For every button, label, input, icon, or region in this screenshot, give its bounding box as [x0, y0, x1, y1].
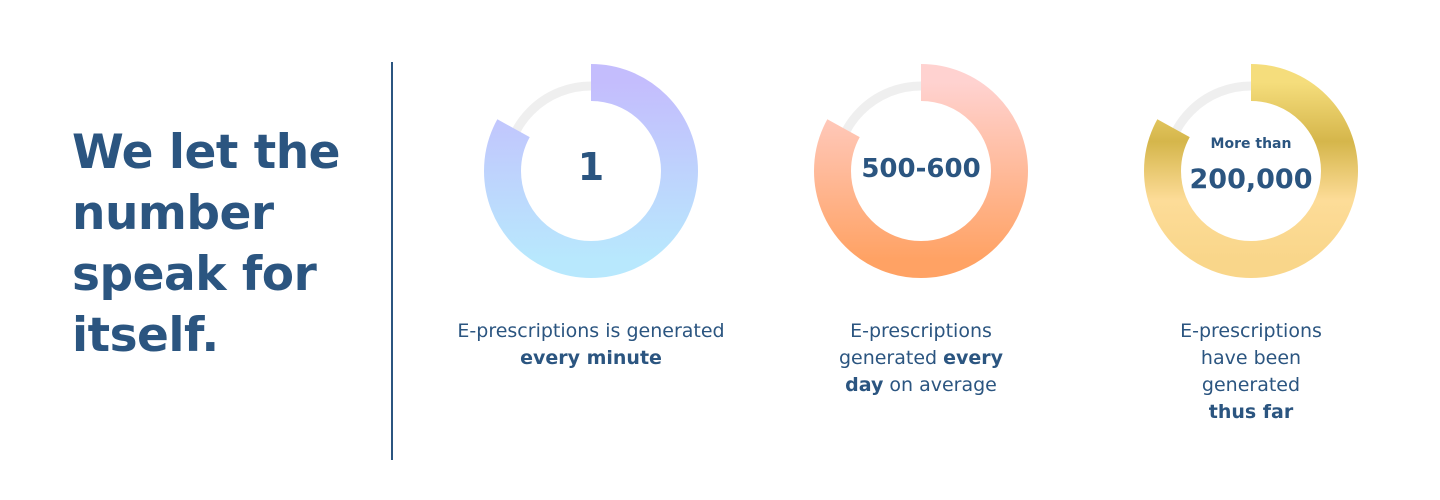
ring-progress-arc	[1144, 64, 1358, 278]
donut-ring	[814, 64, 1028, 278]
donut-ring	[484, 64, 698, 278]
headline-line: number	[72, 186, 274, 241]
headline-line: We let the	[72, 125, 341, 180]
stat-prefix: More than	[1210, 136, 1292, 152]
stat-value: 500-600	[861, 154, 981, 184]
stat-caption: E-prescriptions generated every day on a…	[838, 320, 1004, 396]
ring-progress-arc	[814, 64, 1028, 278]
headline-line: speak for	[72, 247, 317, 302]
headline: We let the number speak for itself.	[72, 122, 372, 366]
divider	[391, 62, 393, 460]
stat-caption: E-prescriptions have been generated thus…	[1180, 320, 1322, 423]
stat-value: 200,000	[1189, 164, 1313, 195]
donut-ring	[1144, 64, 1358, 278]
ring-progress-arc	[484, 64, 698, 278]
stat-value: 1	[577, 145, 605, 189]
stat-caption: E-prescriptions is generated every minut…	[457, 320, 725, 369]
headline-line: itself.	[72, 308, 219, 363]
